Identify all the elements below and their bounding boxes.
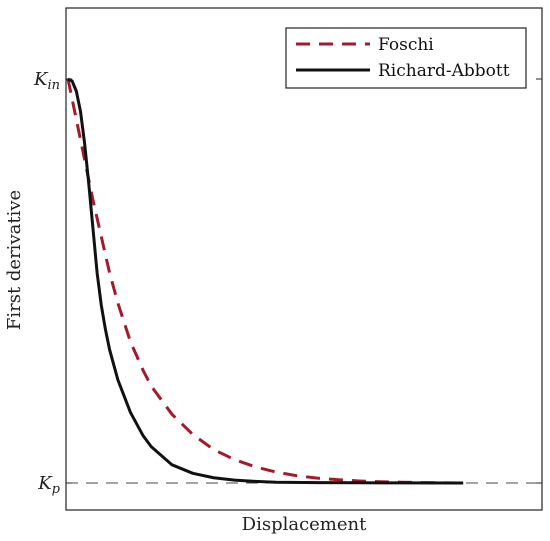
y-axis-label: First derivative xyxy=(4,190,25,330)
x-axis-label: Displacement xyxy=(242,514,367,535)
plot-frame xyxy=(65,7,543,511)
series-line-richard-abbott xyxy=(67,77,464,485)
legend-label-richard-abbott: Richard-Abbott xyxy=(378,61,510,81)
series-line-foschi xyxy=(66,78,464,485)
legend: Foschi Richard-Abbott xyxy=(285,27,527,89)
plot-area-border xyxy=(65,7,543,511)
y-tick-layer: Kin Kp xyxy=(33,69,542,497)
legend-label-foschi: Foschi xyxy=(378,35,434,55)
y-tick-label: Kin xyxy=(33,69,60,93)
legend-box xyxy=(285,27,527,89)
y-tick-label: Kp xyxy=(37,473,60,497)
series-layer xyxy=(66,77,464,485)
